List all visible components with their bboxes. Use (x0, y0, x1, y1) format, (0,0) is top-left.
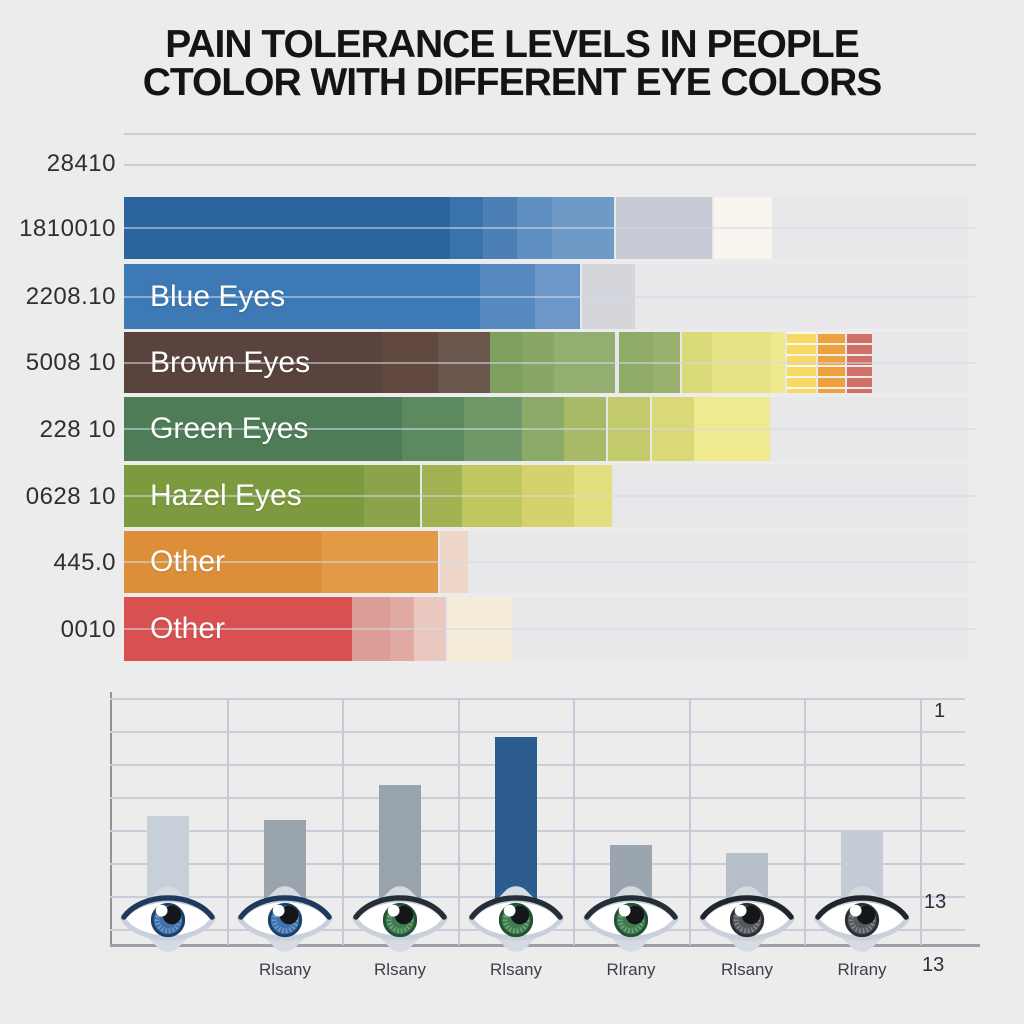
bottom-chart-v-gridline (920, 698, 922, 945)
bottom-chart-v-gridline (804, 698, 806, 945)
bottom-chart-h-gridline (110, 797, 965, 799)
bar-category-label: Other (150, 612, 226, 645)
bottom-chart-h-gridline (110, 830, 965, 832)
column-category-label: Rlsany (374, 960, 426, 979)
bar-row-green-eyes: Green Eyes (124, 397, 976, 461)
eye-icon-blue (236, 886, 334, 952)
row-center-gridline (124, 428, 976, 430)
column-category-label: Rlsany (721, 960, 773, 979)
bottom-chart-h-gridline (110, 731, 965, 733)
bottom-chart-v-gridline (227, 698, 229, 945)
bar-category-label: Other (150, 545, 226, 578)
row-center-gridline (124, 628, 976, 630)
row-center-gridline (124, 227, 976, 229)
bar-row-blue-eyes: Blue Eyes (124, 264, 976, 329)
right-axis-label: 13 (922, 954, 945, 976)
bottom-chart-v-gridline (458, 698, 460, 945)
y-axis-line (110, 692, 112, 945)
bottom-chart-v-gridline (573, 698, 575, 945)
bar-row-brown-eyes: Brown Eyes (124, 332, 976, 393)
column-category-label: Rlrany (837, 960, 887, 979)
chart-title-line1: PAIN TOLERANCE LEVELS IN PEOPLE (165, 23, 860, 66)
bar-row-other: Other (124, 597, 976, 661)
top-chart-gridline (124, 133, 976, 135)
row-center-gridline (124, 495, 976, 497)
top-chart-gridline (124, 164, 976, 166)
bottom-chart-h-gridline (110, 698, 965, 700)
bar-category-label: Blue Eyes (150, 279, 286, 313)
bar-category-label: Green Eyes (150, 412, 309, 445)
y-axis-tick-label: 2208.10 (25, 283, 116, 310)
x-axis-line (110, 944, 980, 947)
bottom-chart-h-gridline (110, 863, 965, 865)
y-axis-tick-label: 445.0 (53, 549, 116, 576)
row-center-gridline (124, 361, 976, 364)
y-axis-tick-label: 228 10 (39, 416, 116, 443)
right-axis-label: 13 (924, 891, 947, 913)
y-axis-tick-label: 0010 (60, 616, 116, 643)
eye-icon-gray (813, 886, 911, 952)
bottom-chart-h-gridline (110, 896, 965, 898)
column-category-label: Rlsany (259, 960, 311, 979)
column-category-label: Rlrany (606, 960, 656, 979)
chart-title: PAIN TOLERANCE LEVELS IN PEOPLE CTOLOR W… (0, 23, 1024, 104)
bar-category-label: Brown Eyes (150, 345, 311, 379)
column-category-label: Rlsany (490, 960, 542, 979)
right-axis-label: 1 (934, 700, 946, 722)
bar-row-unlabeled (124, 197, 976, 259)
eye-icon-green (351, 886, 449, 952)
y-axis-tick-label: 28410 (46, 150, 116, 177)
y-axis-tick-label: 1810010 (19, 215, 116, 242)
bar-row-hazel-eyes: Hazel Eyes (124, 465, 976, 527)
eye-icon-blue (119, 886, 217, 952)
bar-row-other: Other (124, 531, 976, 593)
eye-icon-green (582, 886, 680, 952)
bottom-chart-v-gridline (342, 698, 344, 945)
column-bar (495, 737, 537, 912)
chart-title-line2: CTOLOR WITH DIFFERENT EYE COLORS (142, 61, 883, 104)
bar-category-label: Hazel Eyes (150, 479, 302, 512)
row-center-gridline (124, 561, 976, 563)
row-center-gridline (124, 295, 976, 298)
eye-icon-gray (698, 886, 796, 952)
bottom-chart-v-gridline (689, 698, 691, 945)
eye-icon-green (467, 886, 565, 952)
y-axis-tick-label: 0628 10 (25, 483, 116, 510)
bottom-chart-h-gridline (110, 764, 965, 766)
y-axis-tick-label: 5008 10 (25, 349, 116, 376)
